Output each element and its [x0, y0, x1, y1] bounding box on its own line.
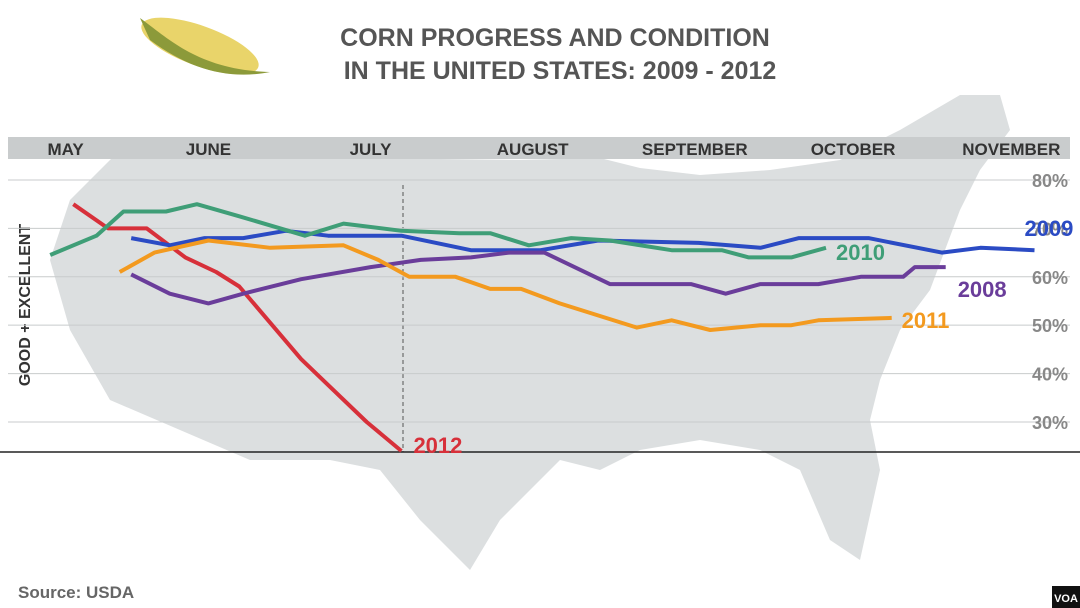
x-tick-label: MAY	[48, 140, 85, 159]
us-map-background	[50, 95, 1010, 570]
x-tick-label: SEPTEMBER	[642, 140, 748, 159]
chart-title: CORN PROGRESS AND CONDITION	[340, 24, 770, 52]
y-tick-label: 50%	[1032, 316, 1068, 336]
series-label: 2010	[836, 240, 885, 265]
y-tick-label: 30%	[1032, 413, 1068, 433]
series-label: 2012	[413, 433, 462, 458]
x-tick-label: OCTOBER	[811, 140, 896, 159]
y-tick-label: 40%	[1032, 365, 1068, 385]
series-line	[49, 202, 827, 260]
series-label: 2009	[1024, 216, 1073, 241]
x-tick-label: AUGUST	[497, 140, 569, 159]
series-line	[130, 228, 1035, 255]
series-label: 2008	[958, 277, 1007, 302]
series-line	[118, 238, 892, 332]
x-tick-label: NOVEMBER	[962, 140, 1060, 159]
y-tick-label: 60%	[1032, 268, 1068, 288]
logo: VOA	[1054, 593, 1078, 605]
x-tick-label: JULY	[350, 140, 393, 159]
y-axis-label: GOOD + EXCELLENT	[17, 224, 34, 386]
source: Source: USDA	[18, 583, 134, 602]
corn-icon	[140, 17, 270, 75]
y-tick-label: 70%	[1032, 219, 1068, 239]
month-band	[8, 137, 1070, 159]
series-line	[130, 250, 946, 306]
logo-box	[1052, 586, 1080, 608]
y-tick-label: 80%	[1032, 171, 1068, 191]
series-label: 2011	[902, 308, 950, 333]
series-line	[72, 202, 403, 453]
chart-subtitle: IN THE UNITED STATES: 2009 - 2012	[344, 57, 777, 85]
x-tick-label: JUNE	[186, 140, 231, 159]
